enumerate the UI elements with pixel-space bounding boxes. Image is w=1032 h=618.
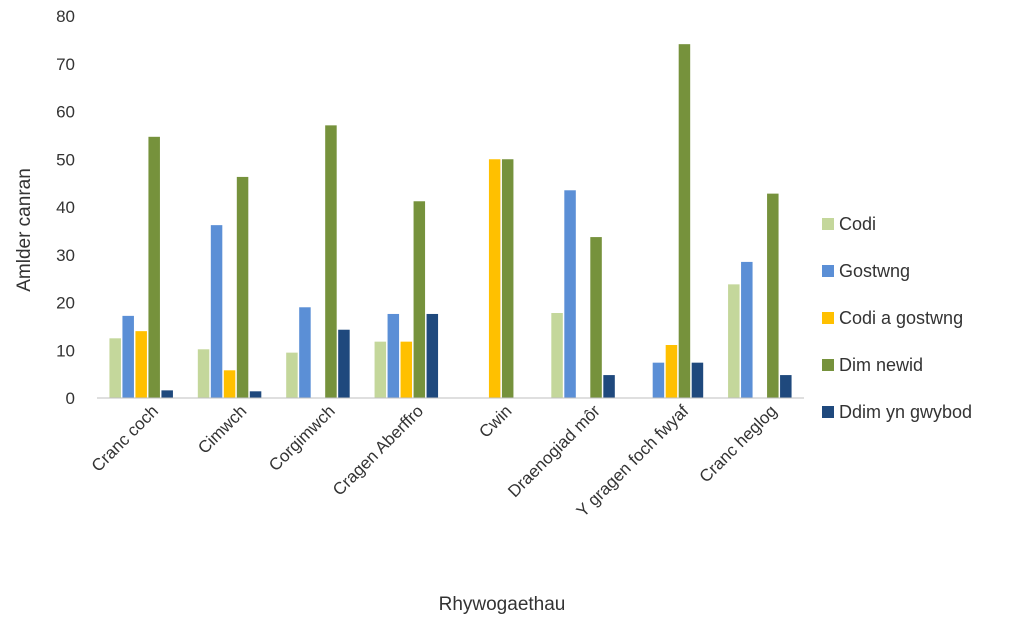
bar-ddim-yn-gwybod-2	[338, 329, 350, 398]
x-tick-label: Corgimwch	[265, 401, 339, 475]
y-axis-ticks: 0 10 20 30 40 50 60 70 80	[56, 7, 75, 408]
bar-codi-0	[109, 338, 121, 398]
y-tick-label: 70	[56, 55, 75, 74]
x-tick-label: Cwin	[475, 401, 515, 441]
legend-label: Ddim yn gwybod	[839, 402, 972, 422]
y-tick-label: 60	[56, 103, 75, 122]
y-tick-label: 0	[66, 389, 75, 408]
bar-gostwng-0	[122, 315, 134, 398]
legend-swatch	[822, 406, 834, 418]
x-tick-label: Cimwch	[194, 401, 250, 457]
legend-label: Codi a gostwng	[839, 308, 963, 328]
x-tick-label: Cragen Aberffro	[329, 401, 427, 499]
bar-codi-2	[286, 352, 298, 398]
y-tick-label: 20	[56, 294, 75, 313]
bar-dim-newid-0	[148, 136, 160, 398]
y-axis-title: Amlder canran	[14, 168, 35, 292]
bar-codi-1	[197, 349, 210, 398]
legend-swatch	[822, 218, 834, 230]
bar-gostwng-1	[210, 225, 223, 398]
bar-ddim-yn-gwybod-3	[426, 313, 439, 398]
bar-ddim-yn-gwybod-5	[603, 375, 615, 398]
legend-label: Gostwng	[839, 261, 910, 281]
bar-ddim-yn-gwybod-6	[691, 362, 704, 398]
legend-swatch	[822, 265, 834, 277]
x-tick-label: Cranc coch	[88, 401, 162, 475]
bar-gostwng-2	[299, 307, 311, 398]
bar-gostwng-5	[564, 190, 576, 398]
bar-dim-newid-5	[590, 237, 602, 398]
bar-codi-a-gostwng-6	[665, 344, 678, 398]
legend-label: Codi	[839, 214, 876, 234]
bar-gostwng-7	[741, 261, 753, 398]
y-tick-label: 10	[56, 341, 75, 360]
bar-ddim-yn-gwybod-7	[780, 375, 792, 398]
bars-group	[109, 44, 792, 399]
bar-ddim-yn-gwybod-1	[249, 391, 262, 398]
bar-dim-newid-4	[501, 159, 514, 398]
bar-dim-newid-1	[236, 176, 249, 398]
y-tick-label: 40	[56, 198, 75, 217]
bar-dim-newid-2	[325, 125, 337, 398]
legend-label: Dim newid	[839, 355, 923, 375]
legend-swatch	[822, 359, 834, 371]
bar-dim-newid-7	[767, 193, 779, 398]
legend-swatch	[822, 312, 834, 324]
bar-codi-a-gostwng-4	[488, 159, 501, 398]
x-tick-label: Cranc heglog	[696, 401, 781, 486]
bar-ddim-yn-gwybod-0	[161, 390, 173, 398]
bar-codi-5	[551, 313, 563, 398]
bar-codi-3	[374, 341, 387, 398]
y-tick-label: 80	[56, 7, 75, 26]
bar-gostwng-3	[387, 313, 400, 398]
bar-dim-newid-6	[678, 44, 691, 399]
bar-gostwng-6	[652, 362, 665, 398]
y-tick-label: 30	[56, 246, 75, 265]
x-axis-title: Rhywogaethau	[439, 594, 566, 615]
legend: Codi Gostwng Codi a gostwng Dim newid Ddim y…	[822, 214, 972, 422]
bar-codi-a-gostwng-3	[400, 341, 413, 398]
y-tick-label: 50	[56, 150, 75, 169]
bar-codi-7	[728, 284, 740, 398]
bar-codi-a-gostwng-1	[223, 370, 236, 398]
bar-codi-a-gostwng-0	[135, 331, 147, 398]
bar-dim-newid-3	[413, 201, 426, 398]
x-tick-label: Draenogiad môr	[504, 401, 604, 501]
